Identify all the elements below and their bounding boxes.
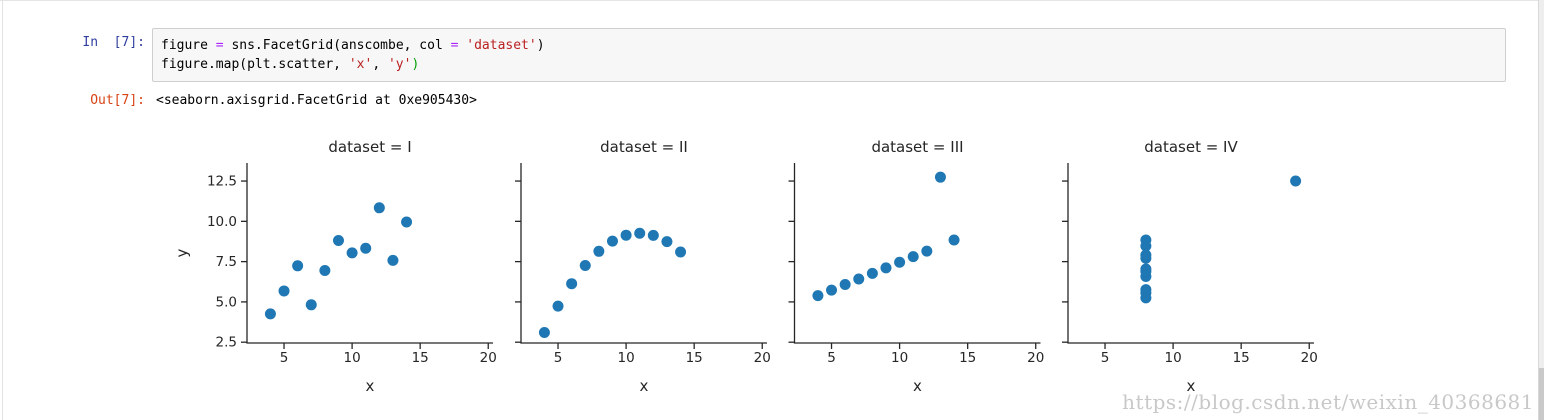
x-tick-label: 5 (1101, 350, 1110, 366)
facet-title: dataset = I (328, 138, 411, 156)
data-point (894, 256, 906, 268)
data-point (826, 284, 838, 296)
data-point (675, 246, 687, 258)
x-tick-label: 15 (412, 350, 429, 366)
y-axis-label: y (173, 248, 191, 257)
data-point (647, 229, 659, 241)
x-tick-label: 5 (280, 350, 289, 366)
data-point (1140, 240, 1152, 252)
data-point (948, 234, 960, 246)
code-line: figure = sns.FacetGrid(anscombe, col = '… (161, 36, 1505, 55)
data-point (606, 235, 618, 247)
code-token: = (215, 38, 232, 53)
x-tick-label: 10 (1165, 350, 1182, 366)
y-tick-label: 2.5 (216, 335, 237, 351)
x-tick-label: 10 (344, 350, 361, 366)
x-axis-label: x (1187, 377, 1196, 395)
code-token: figure (161, 38, 216, 53)
data-point (1290, 175, 1302, 187)
data-point (373, 202, 385, 214)
x-tick-label: 20 (1027, 350, 1044, 366)
data-point (880, 262, 892, 274)
data-point (839, 279, 851, 291)
data-point (579, 259, 591, 271)
code-token: 'x' (348, 57, 373, 72)
axis-spine (793, 163, 1041, 344)
scrollbar-track[interactable] (1538, 0, 1544, 420)
data-point (552, 300, 564, 312)
data-point (346, 247, 358, 259)
x-tick-label: 20 (1301, 350, 1318, 366)
x-tick-label: 5 (554, 350, 563, 366)
code-editor[interactable]: figure = sns.FacetGrid(anscombe, col = '… (161, 36, 1505, 74)
x-tick-label: 10 (891, 350, 908, 366)
code-token: sns.FacetGrid(anscombe, col (231, 38, 451, 53)
axis-spine (1067, 163, 1314, 344)
x-tick-label: 20 (754, 350, 771, 366)
scrollbar-thumb[interactable] (1539, 368, 1544, 420)
data-point (401, 216, 413, 228)
x-axis-label: x (640, 377, 649, 395)
data-point (1140, 287, 1152, 299)
x-tick-label: 15 (686, 350, 703, 366)
data-point (387, 254, 399, 266)
code-token: , (372, 57, 388, 72)
y-tick-label: 12.5 (207, 174, 237, 190)
code-token: ) (411, 57, 420, 72)
y-tick-label: 5.0 (216, 294, 237, 310)
page-left-border (2, 0, 3, 420)
y-tick-label: 10.0 (207, 214, 237, 230)
data-point (907, 251, 919, 263)
input-prompt: In [7]: (82, 35, 145, 50)
output-text: <seaborn.axisgrid.FacetGrid at 0xe905430… (156, 93, 477, 108)
facet-title: dataset = II (600, 138, 688, 156)
x-tick-label: 15 (1233, 350, 1250, 366)
data-point (305, 299, 317, 311)
axis-spine (246, 163, 493, 344)
page-top-border (0, 0, 1544, 1)
code-token: 'dataset' (466, 38, 537, 53)
data-point (853, 273, 865, 285)
data-point (866, 267, 878, 279)
facet-title: dataset = III (871, 138, 963, 156)
data-point (538, 327, 550, 339)
data-point (661, 236, 673, 248)
x-axis-label: x (366, 377, 375, 395)
x-tick-label: 5 (827, 350, 836, 366)
data-point (620, 229, 632, 241)
data-point (812, 290, 824, 302)
data-point (264, 308, 276, 320)
data-point (360, 242, 372, 254)
data-point (292, 260, 304, 272)
data-point (566, 278, 578, 290)
data-point (332, 235, 344, 247)
facet-title: dataset = IV (1144, 138, 1238, 156)
code-token: ) (536, 38, 545, 53)
code-token: 'y' (387, 57, 412, 72)
x-tick-label: 10 (618, 350, 635, 366)
x-tick-label: 15 (959, 350, 976, 366)
data-point (934, 171, 946, 183)
y-tick-label: 7.5 (216, 254, 237, 270)
x-axis-label: x (913, 377, 922, 395)
code-token: figure.map(plt.scatter, (161, 57, 349, 72)
code-cell[interactable]: figure = sns.FacetGrid(anscombe, col = '… (152, 28, 1506, 82)
data-point (593, 245, 605, 257)
data-point (278, 285, 290, 297)
output-prompt: Out[7]: (90, 93, 145, 108)
watermark-text: https://blog.csdn.net/weixin_40368681 (1122, 390, 1534, 414)
data-point (1140, 265, 1152, 277)
data-point (1140, 249, 1152, 261)
data-point (319, 264, 331, 276)
code-line: figure.map(plt.scatter, 'x', 'y') (161, 55, 1505, 74)
data-point (921, 245, 933, 257)
data-point (634, 227, 646, 239)
code-token: = (450, 38, 467, 53)
axis-spine (520, 163, 767, 344)
x-tick-label: 20 (480, 350, 497, 366)
